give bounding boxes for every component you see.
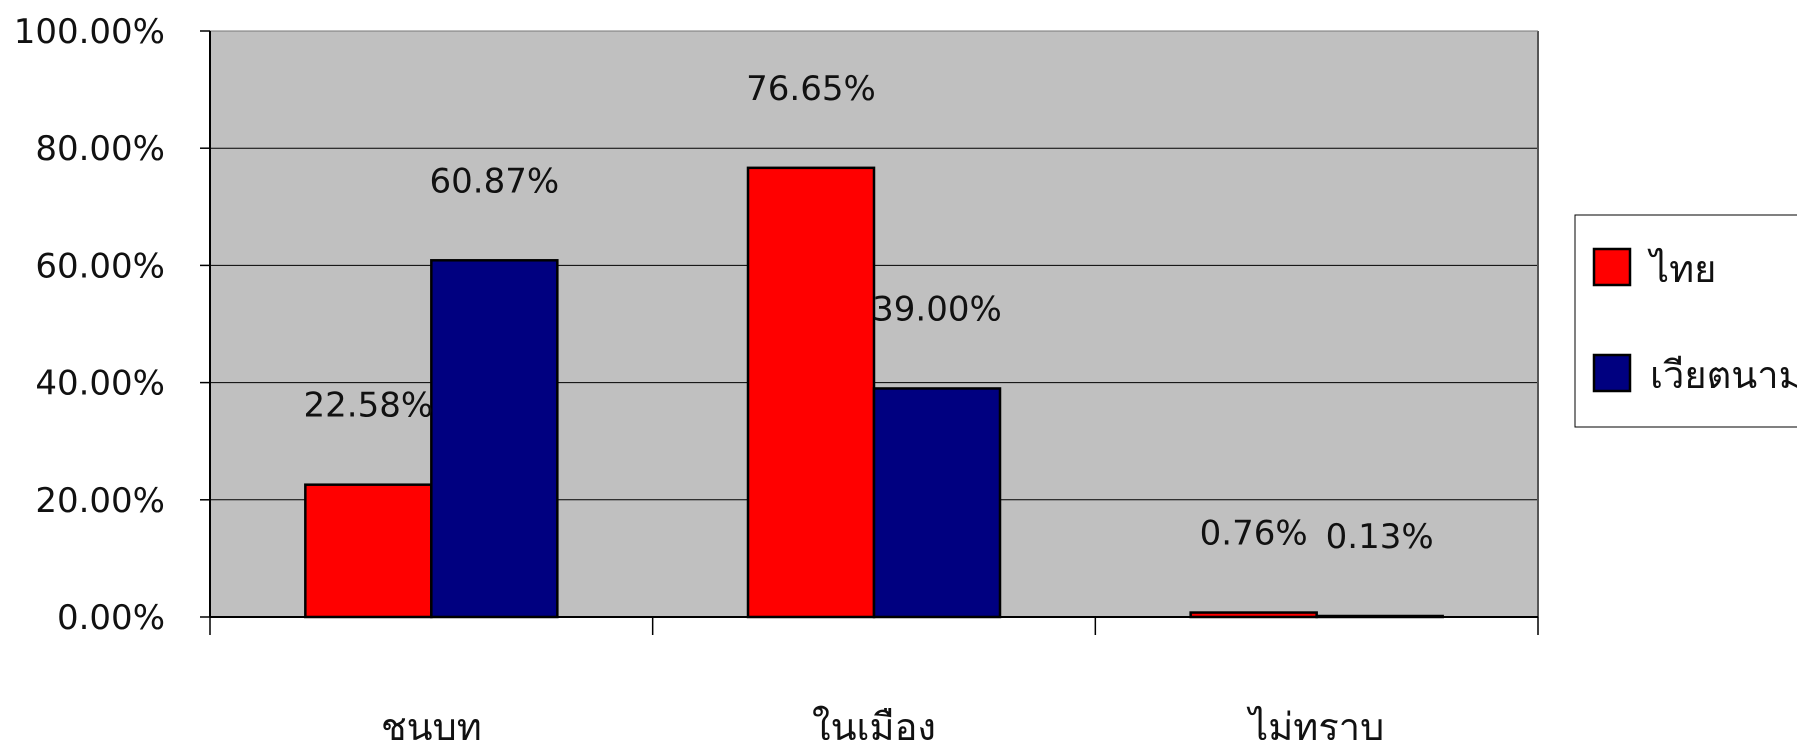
x-category-label: ชนบท (381, 705, 482, 747)
bar (304, 483, 433, 619)
legend-label: ไทย (1647, 247, 1716, 291)
data-label: 60.87% (430, 161, 560, 201)
bars (304, 166, 1444, 619)
x-axis: ชนบท ในเมือง ไม่ทราบ (209, 616, 1539, 747)
legend-label: เวียตนาม (1650, 353, 1797, 397)
bar (1315, 614, 1444, 619)
data-label: 0.76% (1200, 514, 1308, 554)
y-tick-label: 60.00% (35, 246, 165, 286)
legend-swatch (1592, 247, 1632, 287)
y-tick-label: 40.00% (35, 364, 165, 404)
bar (1189, 611, 1318, 619)
y-tick-label: 20.00% (35, 481, 165, 521)
data-label: 39.00% (872, 289, 1002, 329)
legend-swatch (1592, 353, 1632, 393)
bar (430, 259, 559, 619)
data-label: 76.65% (746, 69, 876, 109)
x-category-label: ไม่ทราบ (1246, 705, 1384, 747)
bar (872, 387, 1002, 619)
data-label: 22.58% (304, 386, 434, 426)
y-tick-label: 80.00% (35, 129, 165, 169)
data-label: 0.13% (1326, 517, 1434, 557)
y-tick-label: 0.00% (57, 598, 165, 638)
bar (746, 166, 876, 619)
data-labels: 22.58% 60.87% 76.65% 39.00% 0.76% 0.13% (304, 69, 1434, 557)
y-axis: 0.00% 20.00% 40.00% 60.00% 80.00% 100.00% (14, 12, 211, 638)
x-category-label: ในเมือง (812, 705, 936, 747)
y-tick-label: 100.00% (14, 12, 165, 52)
